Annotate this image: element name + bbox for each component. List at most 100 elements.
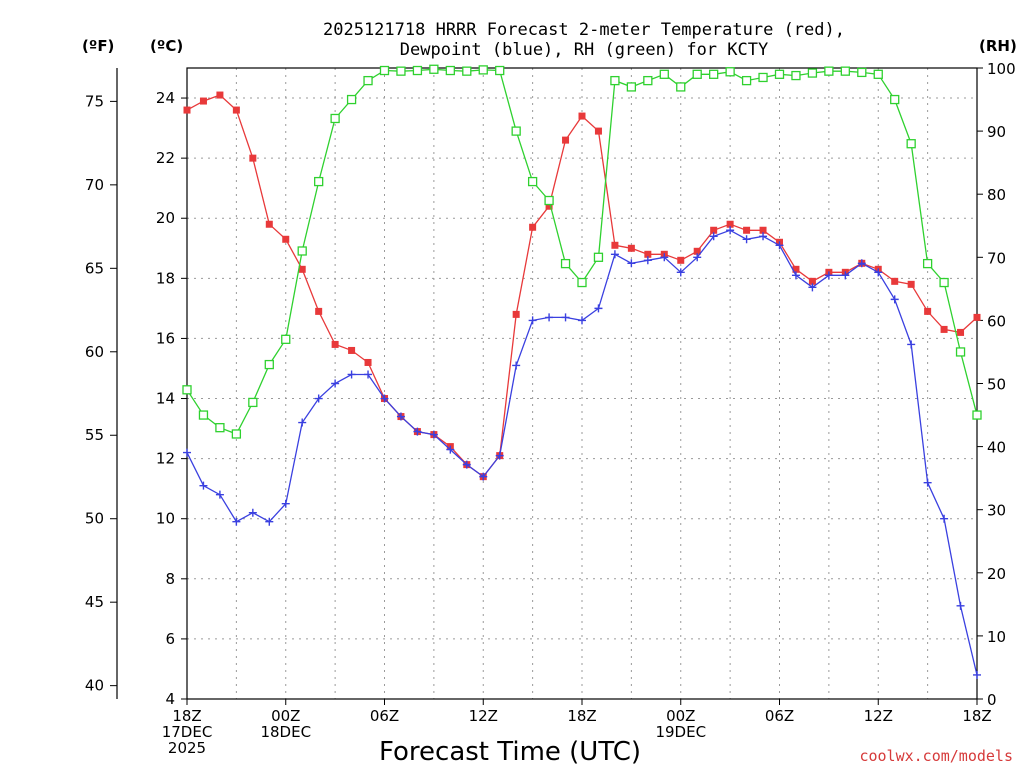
dewpoint-point bbox=[232, 517, 241, 526]
dewpoint-point bbox=[347, 370, 356, 379]
2-meter-temperature-point bbox=[282, 235, 290, 243]
rh-point bbox=[297, 246, 307, 256]
celsius-tick-label: 8 bbox=[165, 570, 175, 588]
fahrenheit-tick-label: 75 bbox=[85, 92, 104, 110]
rh-point bbox=[281, 334, 291, 344]
2-meter-temperature-point bbox=[677, 256, 685, 264]
dewpoint-point bbox=[183, 448, 191, 457]
rh-point bbox=[445, 65, 455, 76]
2-meter-temperature-point bbox=[907, 280, 915, 288]
dewpoint-point bbox=[364, 370, 373, 379]
dewpoint-point bbox=[890, 295, 899, 304]
rh-point bbox=[330, 113, 340, 124]
dewpoint-point bbox=[281, 499, 290, 508]
2-meter-temperature-point bbox=[331, 340, 339, 348]
dewpoint-point bbox=[874, 268, 883, 277]
rh-tick-label: 40 bbox=[987, 439, 1006, 457]
rh-point bbox=[412, 65, 423, 76]
rh-point bbox=[198, 410, 209, 420]
dewpoint-point bbox=[791, 271, 800, 280]
rh-point bbox=[824, 66, 834, 76]
2-meter-temperature-point bbox=[265, 220, 273, 228]
fahrenheit-unit-label: (ºF) bbox=[82, 37, 114, 55]
rh-point bbox=[659, 69, 669, 79]
rh-point bbox=[429, 64, 439, 74]
dewpoint-point bbox=[956, 601, 965, 610]
time-tick-label: 00Z bbox=[271, 707, 300, 725]
2-meter-temperature-point bbox=[759, 226, 767, 234]
rh-point bbox=[182, 385, 192, 395]
dewpoint-point bbox=[742, 235, 751, 244]
2-meter-temperature-point bbox=[940, 325, 948, 333]
chart-title-line-2: Dewpoint (blue), RH (green) for KCTY bbox=[400, 40, 768, 60]
2-meter-temperature-point bbox=[743, 226, 751, 234]
time-tick-label: 18Z bbox=[567, 707, 596, 725]
celsius-tick-label: 24 bbox=[156, 89, 175, 107]
celsius-tick-label: 22 bbox=[156, 149, 175, 167]
rh-point bbox=[840, 66, 850, 76]
rh-point bbox=[511, 126, 521, 136]
rh-point bbox=[972, 410, 982, 420]
2-meter-temperature-point bbox=[512, 310, 520, 318]
2-meter-temperature-point bbox=[183, 106, 191, 114]
rh-tick-label: 70 bbox=[987, 249, 1006, 267]
rh-point bbox=[890, 94, 900, 105]
fahrenheit-tick-label: 40 bbox=[85, 677, 104, 695]
dewpoint-point bbox=[643, 256, 652, 265]
time-tick-label: 18DEC bbox=[260, 723, 311, 741]
celsius-tick-label: 4 bbox=[165, 690, 175, 708]
dewpoint-point bbox=[331, 379, 340, 388]
2-meter-temperature-point bbox=[644, 250, 652, 258]
dewpoint-point bbox=[841, 271, 850, 280]
time-tick-label: 18Z bbox=[962, 707, 991, 725]
rh-point bbox=[527, 176, 538, 187]
2-meter-temperature-point bbox=[891, 277, 899, 285]
dewpoint-point bbox=[314, 394, 323, 403]
dewpoint-point bbox=[495, 451, 504, 460]
2-meter-temperature-point bbox=[232, 106, 240, 114]
dewpoint-point bbox=[429, 430, 438, 439]
fahrenheit-tick-label: 65 bbox=[85, 259, 104, 277]
dewpoint-point bbox=[627, 259, 636, 268]
2-meter-temperature-point bbox=[973, 313, 981, 321]
rh-point bbox=[560, 258, 571, 269]
rh-tick-label: 100 bbox=[987, 60, 1016, 78]
celsius-tick-label: 16 bbox=[156, 329, 175, 347]
rh-tick-label: 20 bbox=[987, 565, 1006, 583]
dewpoint-point bbox=[215, 490, 224, 499]
dewpoint-point bbox=[265, 517, 274, 526]
celsius-tick-label: 12 bbox=[156, 450, 175, 468]
dewpoint-point bbox=[248, 508, 257, 517]
2-meter-temperature-point bbox=[611, 241, 619, 249]
rh-point bbox=[857, 67, 867, 78]
2-meter-temperature-point bbox=[594, 127, 602, 135]
2-meter-temperature-point bbox=[315, 307, 323, 315]
rh-point bbox=[741, 75, 752, 86]
dewpoint-point bbox=[907, 340, 916, 349]
dewpoint-point bbox=[561, 313, 570, 322]
rh-tick-label: 90 bbox=[987, 123, 1006, 141]
x-axis-label: Forecast Time (UTC) bbox=[379, 737, 641, 767]
credit-text: coolwx.com/models bbox=[859, 747, 1013, 765]
2-meter-temperature-point bbox=[298, 265, 306, 273]
dewpoint-point bbox=[199, 481, 208, 490]
2-meter-temperature-point bbox=[792, 265, 800, 273]
2-meter-temperature-point bbox=[957, 328, 965, 336]
rh-point bbox=[544, 195, 554, 206]
rh-point bbox=[906, 139, 916, 149]
time-tick-label: 2025 bbox=[168, 739, 206, 757]
rh-point bbox=[626, 82, 637, 92]
rh-point bbox=[709, 69, 719, 79]
rh-point bbox=[610, 75, 620, 86]
dewpoint-point bbox=[676, 268, 685, 277]
2-meter-temperature-point bbox=[249, 154, 257, 162]
dewpoint-point bbox=[923, 478, 932, 487]
2-meter-temperature-point bbox=[693, 247, 701, 255]
rh-point bbox=[791, 70, 801, 81]
dewpoint-point bbox=[709, 232, 718, 241]
rh-point bbox=[593, 252, 604, 262]
rh-point bbox=[774, 69, 785, 79]
rh-point bbox=[495, 65, 505, 76]
dewpoint-point bbox=[726, 226, 735, 235]
